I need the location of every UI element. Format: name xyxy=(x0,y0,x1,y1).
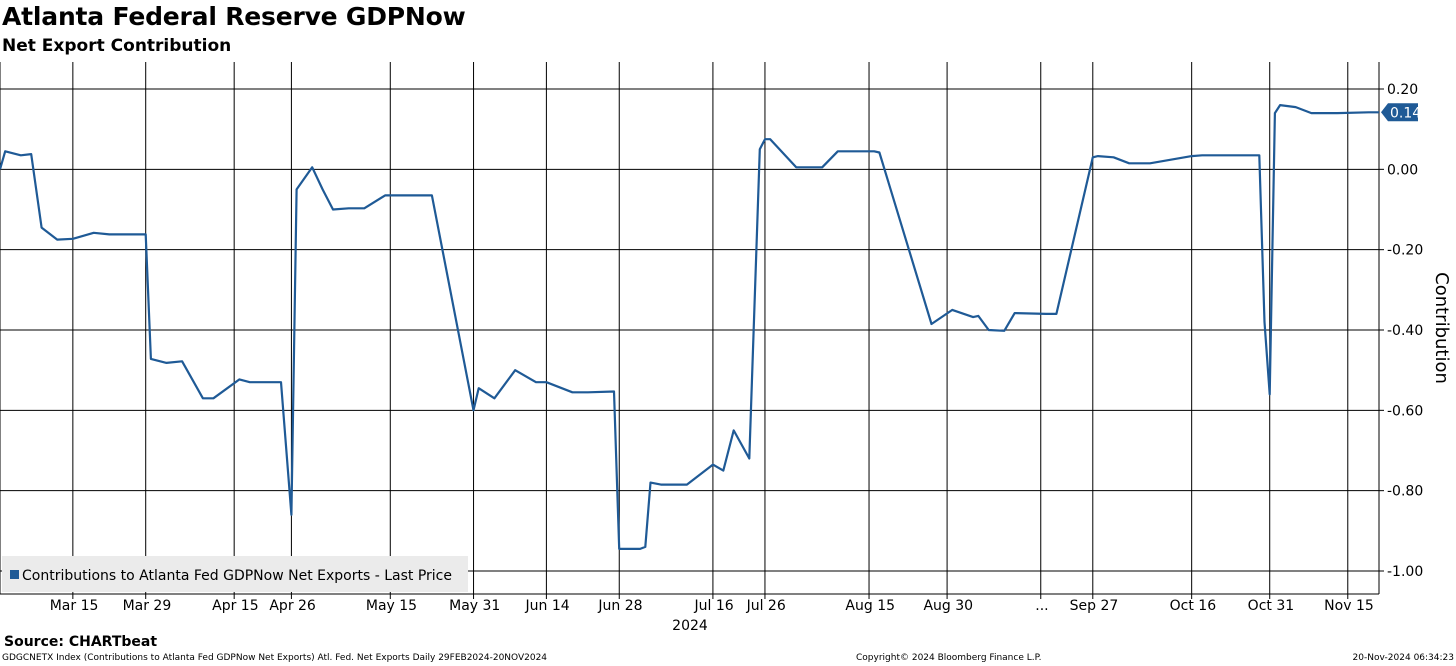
y-tick-label: 0.00 xyxy=(1387,162,1418,178)
x-tick-label: ... xyxy=(1035,598,1048,614)
x-tick-label: Jul 26 xyxy=(746,598,786,614)
x-tick-label: Apr 26 xyxy=(269,598,316,614)
copyright-notice: Copyright© 2024 Bloomberg Finance L.P. xyxy=(856,653,1042,663)
x-tick-label: Mar 15 xyxy=(50,598,99,614)
y-axis-title: Contribution xyxy=(1431,272,1452,384)
y-tick-label: -0.60 xyxy=(1387,403,1423,419)
x-tick-label: May 31 xyxy=(449,598,500,614)
legend-label: Contributions to Atlanta Fed GDPNow Net … xyxy=(22,568,452,584)
last-value-tag xyxy=(1381,103,1418,122)
chart-title: Atlanta Federal Reserve GDPNow xyxy=(2,2,466,31)
series-description: GDGCNETX Index (Contributions to Atlanta… xyxy=(2,653,548,663)
source-label: Source: CHARTbeat xyxy=(4,634,158,650)
x-tick-label: Jun 28 xyxy=(597,598,642,614)
last-value-label: 0.14 xyxy=(1390,105,1421,121)
series-line xyxy=(0,103,1379,551)
y-tick-label: -0.20 xyxy=(1387,243,1423,259)
grid-layer xyxy=(0,62,1379,594)
y-tick-label: 0.20 xyxy=(1387,82,1418,98)
x-year-label: 2024 xyxy=(672,618,708,634)
x-tick-label: Oct 16 xyxy=(1170,598,1217,614)
y-tick-label: -0.80 xyxy=(1387,484,1423,500)
x-tick-label: Sep 27 xyxy=(1070,598,1119,614)
x-tick-label: Apr 15 xyxy=(212,598,258,614)
chart-subtitle: Net Export Contribution xyxy=(2,36,232,56)
legend-swatch xyxy=(10,570,19,579)
x-tick-label: Mar 29 xyxy=(123,598,172,614)
y-tick-label: -0.40 xyxy=(1387,323,1423,339)
legend-box xyxy=(2,556,468,592)
x-tick-label: Aug 15 xyxy=(845,598,895,614)
x-tick-label: Aug 30 xyxy=(923,598,973,614)
x-tick-label: Oct 31 xyxy=(1248,598,1294,614)
x-tick-label: May 15 xyxy=(366,598,417,614)
x-tick-label: Nov 15 xyxy=(1324,598,1374,614)
timestamp: 20-Nov-2024 06:34:23 xyxy=(1352,653,1454,663)
x-tick-label: Jul 16 xyxy=(694,598,734,614)
series-layer xyxy=(0,103,1379,551)
x-tick-label: Jun 14 xyxy=(525,598,570,614)
y-tick-label: -1.00 xyxy=(1387,564,1423,580)
axis-layer: 0.20 0.00 -0.20 -0.40 -0.60 -0.80 -1.00 Mar 15 M… xyxy=(0,62,1452,634)
legend-layer: Contributions to Atlanta Fed GDPNow Net … xyxy=(2,556,468,592)
